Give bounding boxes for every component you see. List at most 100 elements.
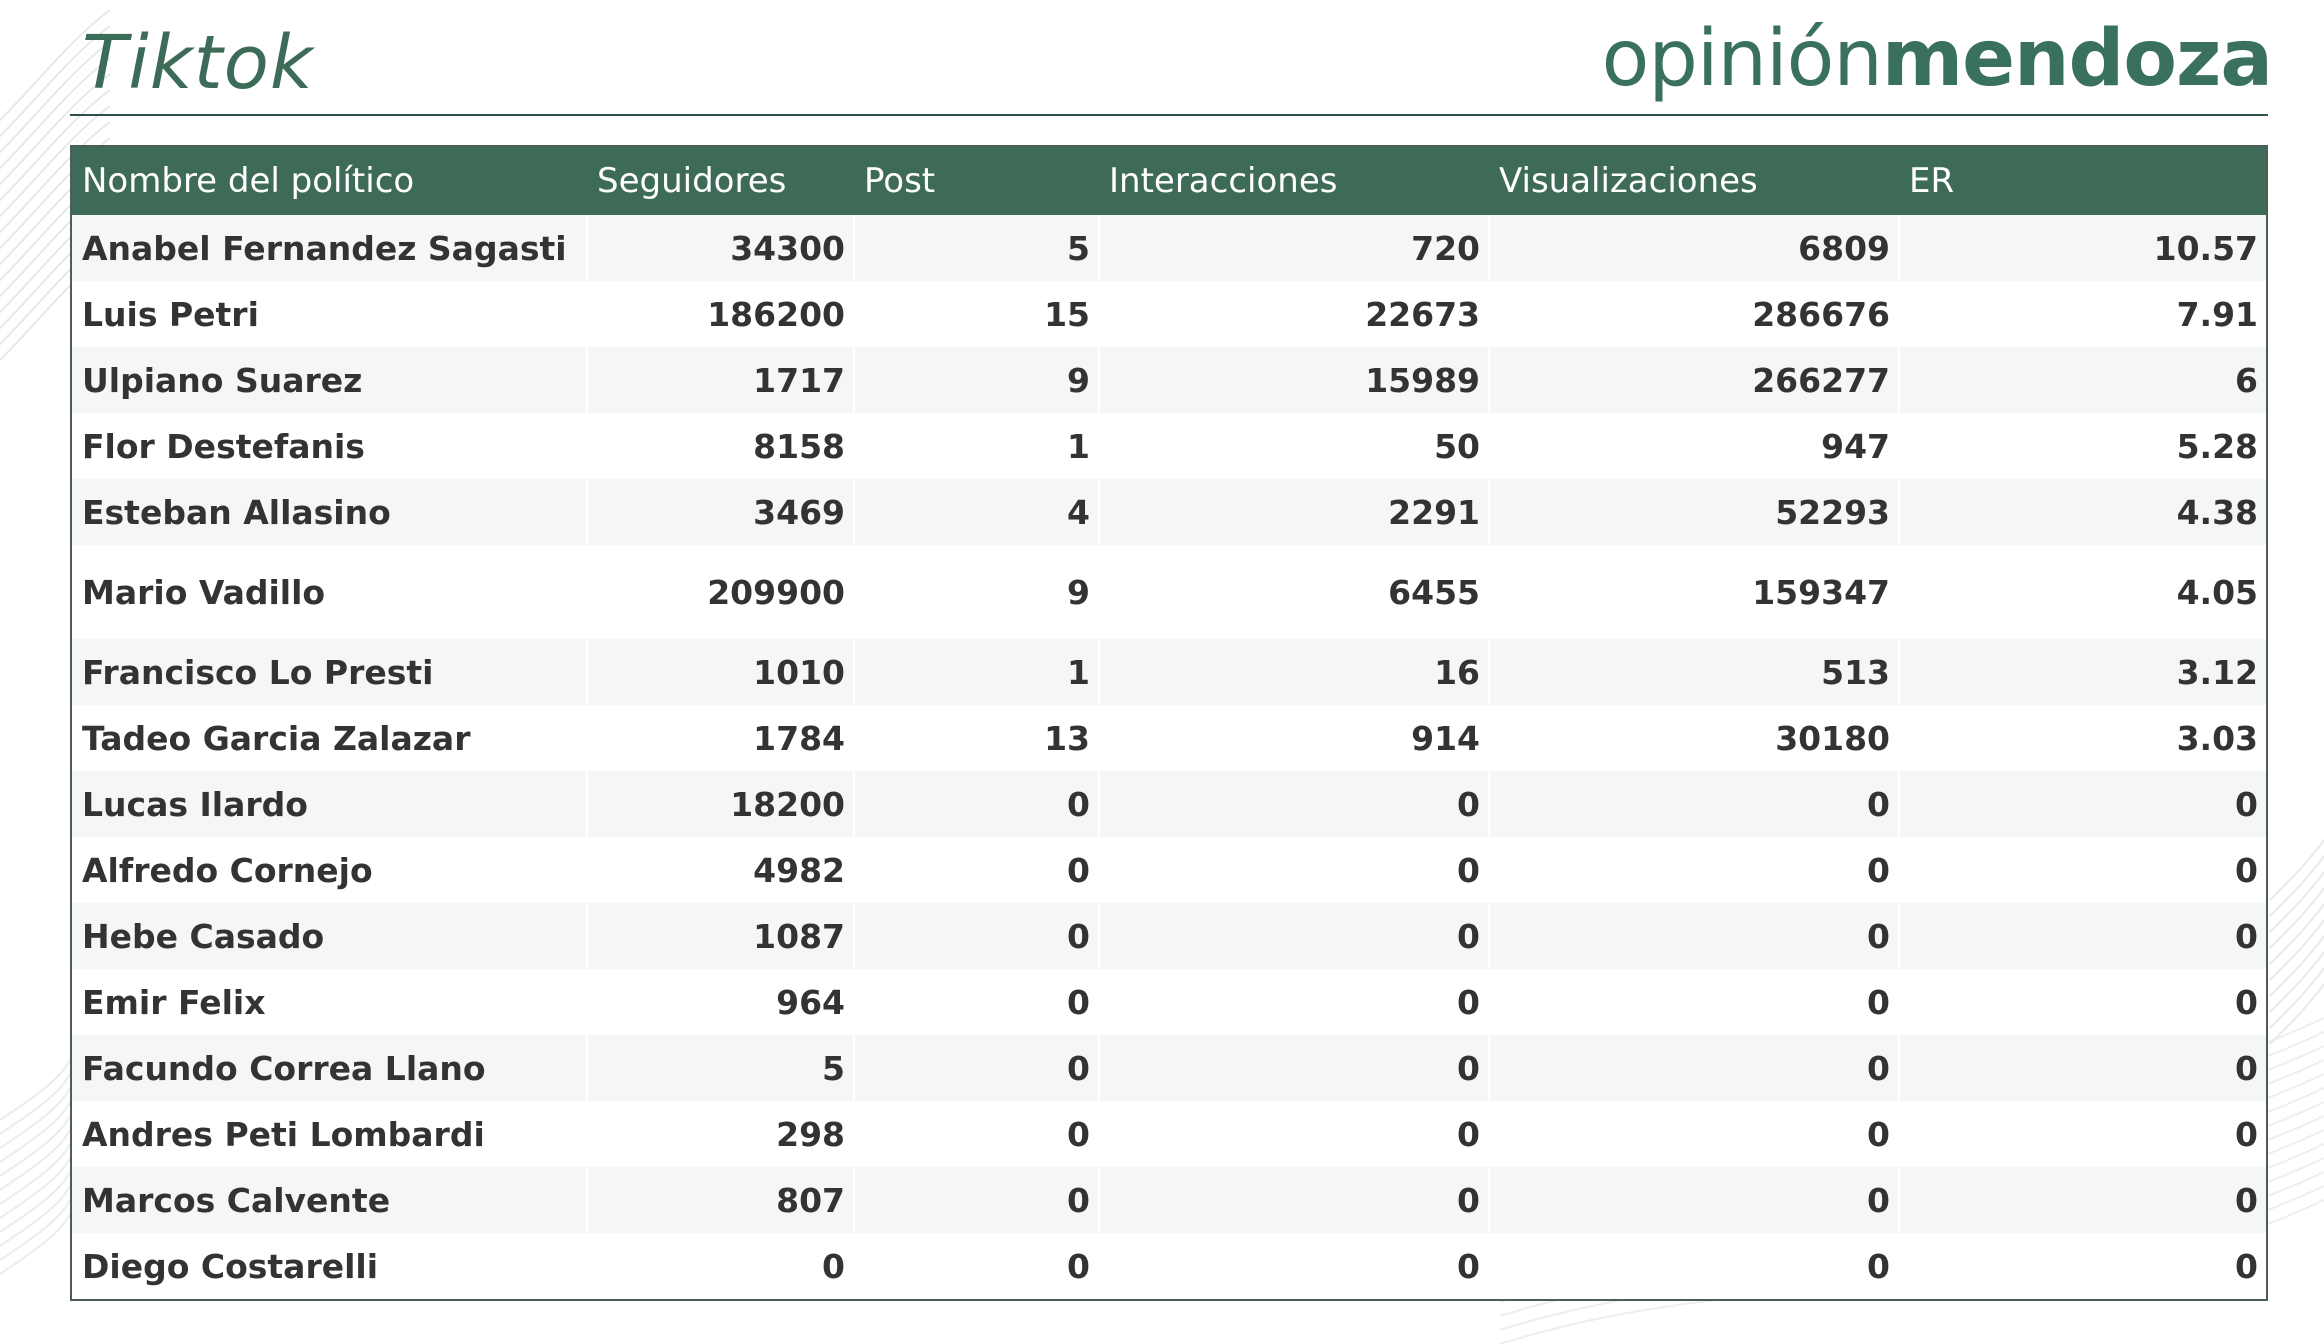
metric-cell: 13 xyxy=(854,705,1100,771)
metric-cell: 0 xyxy=(1489,1167,1900,1233)
politician-name-cell: Flor Destefanis xyxy=(72,413,588,479)
table-row: Francisco Lo Presti 1010 1 16 513 3.12 xyxy=(72,639,2266,705)
metric-cell: 1010 xyxy=(587,639,855,705)
metric-cell: 0 xyxy=(1489,1101,1900,1167)
politician-name-cell: Marcos Calvente xyxy=(72,1167,588,1233)
metric-cell: 6 xyxy=(1899,347,2266,413)
table-row: Diego Costarelli 0 0 0 0 0 xyxy=(72,1233,2266,1299)
metric-cell: 0 xyxy=(1489,837,1900,903)
politician-name-cell: Diego Costarelli xyxy=(72,1233,588,1299)
logo-text-bold: mendoza xyxy=(1881,14,2273,104)
metric-cell: 3.12 xyxy=(1899,639,2266,705)
table-row: Ulpiano Suarez 1717 9 15989 266277 6 xyxy=(72,347,2266,413)
table-row: Luis Petri 186200 15 22673 286676 7.91 xyxy=(72,281,2266,347)
politician-name-cell: Anabel Fernandez Sagasti xyxy=(72,215,588,281)
politician-name-cell: Luis Petri xyxy=(72,281,588,347)
metric-cell: 0 xyxy=(1099,771,1490,837)
metric-cell: 0 xyxy=(1099,1101,1490,1167)
metric-cell: 5.28 xyxy=(1899,413,2266,479)
metric-cell: 7.91 xyxy=(1899,281,2266,347)
metric-cell: 1087 xyxy=(587,903,855,969)
column-header: Nombre del político xyxy=(82,161,415,201)
metric-cell: 0 xyxy=(854,771,1100,837)
metric-cell: 2291 xyxy=(1099,479,1490,545)
metric-cell: 0 xyxy=(854,1167,1100,1233)
metric-cell: 16 xyxy=(1099,639,1490,705)
metric-cell: 9 xyxy=(854,545,1100,639)
metric-cell: 4.05 xyxy=(1899,545,2266,639)
metric-cell: 50 xyxy=(1099,413,1490,479)
metric-cell: 6809 xyxy=(1489,215,1900,281)
table-row: Andres Peti Lombardi 298 0 0 0 0 xyxy=(72,1101,2266,1167)
politician-name-cell: Mario Vadillo xyxy=(72,545,588,639)
metric-cell: 0 xyxy=(1899,903,2266,969)
metric-cell: 1784 xyxy=(587,705,855,771)
metric-cell: 266277 xyxy=(1489,347,1900,413)
metric-cell: 0 xyxy=(1899,969,2266,1035)
metric-cell: 0 xyxy=(854,969,1100,1035)
brand-logo: opiniónmendoza xyxy=(1602,20,2273,98)
metric-cell: 0 xyxy=(1489,1035,1900,1101)
metric-cell: 186200 xyxy=(587,281,855,347)
table-row: Flor Destefanis 8158 1 50 947 5.28 xyxy=(72,413,2266,479)
metric-cell: 964 xyxy=(587,969,855,1035)
metric-cell: 5 xyxy=(587,1035,855,1101)
metric-cell: 3.03 xyxy=(1899,705,2266,771)
metric-cell: 0 xyxy=(1899,837,2266,903)
table-header-row: Nombre del político Seguidores Post Interac… xyxy=(72,147,2266,215)
metric-cell: 914 xyxy=(1099,705,1490,771)
table-row: Tadeo Garcia Zalazar 1784 13 914 30180 3.03 xyxy=(72,705,2266,771)
metric-cell: 0 xyxy=(1099,903,1490,969)
metric-cell: 1717 xyxy=(587,347,855,413)
metric-cell: 4982 xyxy=(587,837,855,903)
metric-cell: 1 xyxy=(854,639,1100,705)
metric-cell: 807 xyxy=(587,1167,855,1233)
politician-name-cell: Hebe Casado xyxy=(72,903,588,969)
metric-cell: 0 xyxy=(1489,1233,1900,1299)
logo-text-light: opinión xyxy=(1601,14,1883,104)
metric-cell: 0 xyxy=(1899,1101,2266,1167)
metric-cell: 0 xyxy=(1099,1035,1490,1101)
metric-cell: 0 xyxy=(854,1233,1100,1299)
metric-cell: 0 xyxy=(854,903,1100,969)
politician-name-cell: Andres Peti Lombardi xyxy=(72,1101,588,1167)
metric-cell: 6455 xyxy=(1099,545,1490,639)
metric-cell: 0 xyxy=(1489,771,1900,837)
politician-name-cell: Esteban Allasino xyxy=(72,479,588,545)
metric-cell: 0 xyxy=(587,1233,855,1299)
metric-cell: 15 xyxy=(854,281,1100,347)
metric-cell: 513 xyxy=(1489,639,1900,705)
politician-name-cell: Emir Felix xyxy=(72,969,588,1035)
metric-cell: 34300 xyxy=(587,215,855,281)
metric-cell: 947 xyxy=(1489,413,1900,479)
header: Tiktok opiniónmendoza xyxy=(70,0,2273,116)
column-header: Visualizaciones xyxy=(1499,161,1758,201)
metric-cell: 4 xyxy=(854,479,1100,545)
metric-cell: 0 xyxy=(854,1101,1100,1167)
politician-name-cell: Ulpiano Suarez xyxy=(72,347,588,413)
table-row: Facundo Correa Llano 5 0 0 0 0 xyxy=(72,1035,2266,1101)
politician-name-cell: Facundo Correa Llano xyxy=(72,1035,588,1101)
column-header: Interacciones xyxy=(1109,161,1338,201)
metric-cell: 286676 xyxy=(1489,281,1900,347)
metric-cell: 3469 xyxy=(587,479,855,545)
metric-cell: 22673 xyxy=(1099,281,1490,347)
column-header: Post xyxy=(864,161,936,201)
table-row: Emir Felix 964 0 0 0 0 xyxy=(72,969,2266,1035)
metric-cell: 0 xyxy=(1099,1233,1490,1299)
metric-cell: 209900 xyxy=(587,545,855,639)
table-row: Alfredo Cornejo 4982 0 0 0 0 xyxy=(72,837,2266,903)
metric-cell: 0 xyxy=(1099,837,1490,903)
metric-cell: 720 xyxy=(1099,215,1490,281)
metric-cell: 0 xyxy=(854,1035,1100,1101)
metric-cell: 9 xyxy=(854,347,1100,413)
page-title: Tiktok xyxy=(82,20,314,106)
table-row: Anabel Fernandez Sagasti 34300 5 720 6809 10.… xyxy=(72,215,2266,281)
data-table-container: Nombre del político Seguidores Post Interac… xyxy=(70,145,2268,1301)
politician-name-cell: Francisco Lo Presti xyxy=(72,639,588,705)
metric-cell: 0 xyxy=(1899,1233,2266,1299)
metric-cell: 30180 xyxy=(1489,705,1900,771)
table-row: Lucas Ilardo 18200 0 0 0 0 xyxy=(72,771,2266,837)
metric-cell: 159347 xyxy=(1489,545,1900,639)
metric-cell: 0 xyxy=(1099,1167,1490,1233)
